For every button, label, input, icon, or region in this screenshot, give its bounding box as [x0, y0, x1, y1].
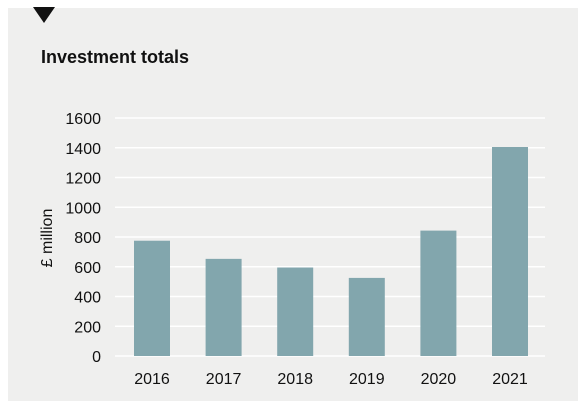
bar-2017	[205, 258, 242, 356]
y-tick-label: 400	[74, 290, 101, 307]
bars	[134, 147, 528, 356]
x-tick-label: 2021	[492, 371, 528, 388]
x-tick-label: 2016	[134, 371, 170, 388]
y-tick-label: 200	[74, 319, 101, 336]
chart-title: Investment totals	[41, 47, 190, 67]
x-tick-label: 2020	[421, 371, 457, 388]
bar-2019	[348, 277, 385, 356]
y-tick-labels: 0 200 400 600 800 1000 1200 1400 1600	[65, 111, 101, 366]
x-tick-label: 2018	[277, 371, 313, 388]
y-tick-label: 0	[92, 349, 101, 366]
y-tick-label: 600	[74, 260, 101, 277]
x-tick-label: 2019	[349, 371, 385, 388]
bar-2020	[420, 230, 457, 356]
y-tick-label: 800	[74, 230, 101, 247]
y-tick-label: 1000	[65, 200, 101, 217]
bar-2021	[492, 147, 528, 356]
bar-2016	[134, 240, 170, 356]
y-axis-label: £ million	[39, 209, 56, 268]
y-tick-label: 1600	[65, 111, 101, 128]
bar-2018	[277, 267, 314, 356]
y-tick-label: 1200	[65, 171, 101, 188]
x-tick-labels: 2016 2017 2018 2019 2020 2021	[134, 371, 528, 388]
gridlines	[115, 117, 545, 357]
y-tick-label: 1400	[65, 141, 101, 158]
triangle-marker-icon	[33, 7, 55, 23]
x-tick-label: 2017	[206, 371, 242, 388]
